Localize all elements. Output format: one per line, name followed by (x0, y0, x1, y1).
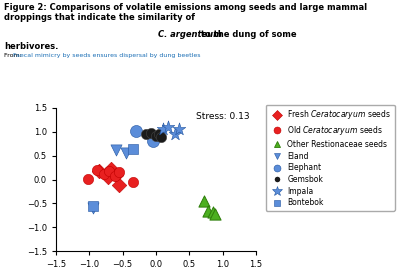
Point (116, 170, 122, 174)
Point (156, 132, 162, 136)
Text: Stress: 0.13: Stress: 0.13 (196, 112, 250, 121)
Point (116, 183, 122, 187)
Text: C. argenteum: C. argenteum (158, 30, 222, 39)
Point (108, 167, 114, 171)
Point (148, 131, 154, 135)
Text: Faecal mimicry by seeds ensures dispersal by dung beetles: Faecal mimicry by seeds ensures dispersa… (13, 53, 200, 58)
Text: herbivores.: herbivores. (4, 42, 58, 51)
Text: to the dung of some: to the dung of some (198, 30, 297, 39)
Point (172, 132, 178, 136)
Point (210, 210, 216, 214)
Point (123, 151, 129, 156)
Point (158, 134, 164, 139)
Point (94, 168, 100, 172)
Point (130, 180, 136, 184)
Point (205, 208, 211, 213)
Point (106, 169, 112, 173)
Point (176, 127, 182, 131)
Point (201, 199, 207, 203)
Text: Figure 2: Comparisons of volatile emissions among seeds and large mammal
droppin: Figure 2: Comparisons of volatile emissi… (4, 3, 367, 22)
Point (212, 212, 218, 216)
Legend: Fresh $\it{Ceratocaryum}$ seeds, Old $\it{Ceratocaryum}$ seeds, Other Restionace: Fresh $\it{Ceratocaryum}$ seeds, Old $\i… (266, 105, 395, 211)
Point (105, 175, 111, 179)
Point (165, 125, 171, 129)
Point (85, 176, 91, 181)
Point (90, 206, 96, 210)
Point (143, 132, 149, 136)
Point (101, 172, 107, 176)
Point (96, 169, 102, 173)
Point (130, 146, 136, 151)
Point (133, 129, 139, 133)
Point (150, 139, 156, 144)
Point (113, 173, 119, 177)
Point (112, 174, 118, 178)
Text: From:: From: (4, 53, 24, 58)
Point (113, 148, 119, 152)
Point (153, 133, 159, 138)
Point (160, 127, 166, 131)
Point (90, 204, 96, 208)
